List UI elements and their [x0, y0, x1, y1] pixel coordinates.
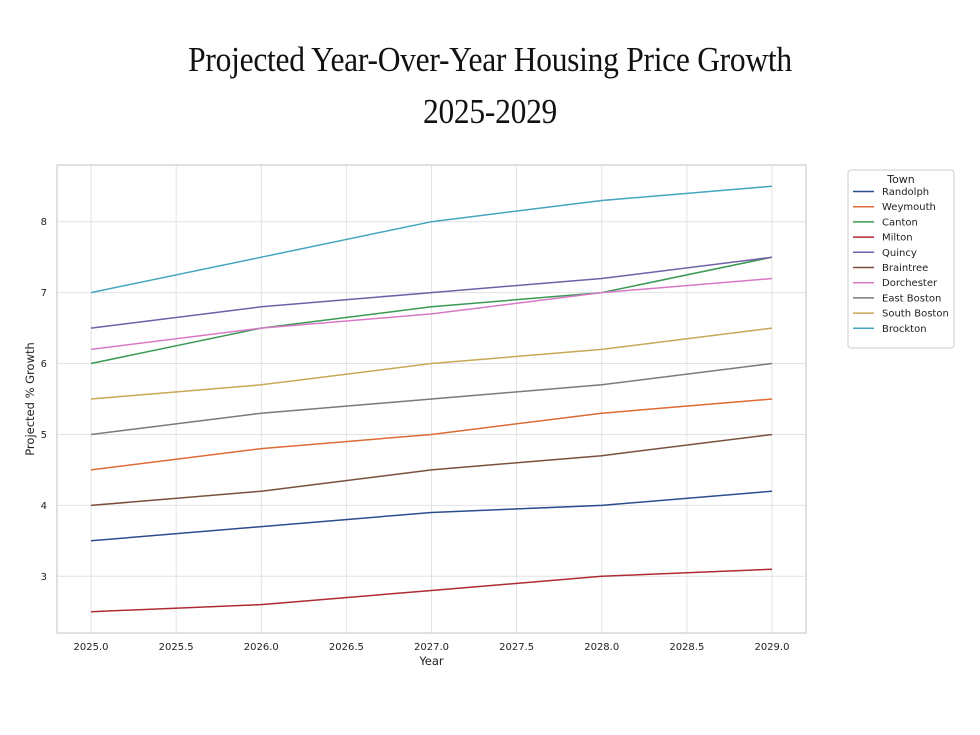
legend-label-braintree: Braintree: [882, 263, 928, 274]
series-line-weymouth: [90, 398, 773, 471]
series-line-braintree: [90, 433, 773, 507]
chart-subtitle: 2025-2029: [422, 92, 558, 131]
x-tick-label: 2026.5: [329, 642, 364, 653]
legend: Town Randolph Weymouth Canton Milton Quincy B…: [847, 169, 955, 349]
legend-label-south-boston: South Boston: [882, 309, 949, 320]
legend-label-canton: Canton: [882, 217, 918, 228]
chart-title: Projected Year-Over-Year Housing Price G…: [188, 40, 792, 79]
y-tick-label: 7: [41, 288, 47, 299]
legend-label-weymouth: Weymouth: [882, 202, 936, 213]
series-line-quincy: [90, 256, 773, 329]
x-tick-label: 2028.0: [584, 642, 619, 653]
legend-label-dorchester: Dorchester: [882, 278, 938, 289]
legend-box: [847, 169, 955, 349]
x-tick-label: 2025.5: [159, 642, 194, 653]
legend-label-brockton: Brockton: [882, 324, 927, 335]
legend-label-quincy: Quincy: [882, 248, 917, 259]
series-line-milton: [90, 568, 773, 613]
series-line-randolph: [90, 490, 773, 542]
series-line-dorchester: [90, 277, 773, 351]
x-tick-label: 2029.0: [754, 642, 789, 653]
y-tick-label: 4: [41, 501, 47, 512]
y-tick-label: 3: [41, 572, 47, 583]
legend-label-milton: Milton: [882, 233, 913, 244]
series-layer: [90, 185, 773, 613]
x-tick-label: 2027.0: [414, 642, 449, 653]
y-tick-label: 6: [41, 359, 47, 370]
y-axis-label: Projected % Growth: [23, 342, 37, 456]
x-tick-label: 2025.0: [74, 642, 109, 653]
x-tick-label: 2027.5: [499, 642, 534, 653]
x-axis-label: Year: [418, 654, 444, 668]
legend-label-randolph: Randolph: [882, 187, 929, 198]
legend-label-east-boston: East Boston: [882, 293, 941, 304]
y-tick-label: 5: [41, 430, 47, 441]
y-tick-label: 8: [41, 217, 47, 228]
plot-frame: [56, 164, 807, 634]
series-line-brockton: [90, 185, 773, 294]
ticks-layer: 2025.0 2025.5 2026.0 2026.5 2027.0 2027.5 2028…: [41, 217, 790, 653]
legend-title: Town: [886, 173, 915, 186]
x-tick-label: 2026.0: [244, 642, 279, 653]
series-line-south-boston: [90, 327, 773, 400]
series-line-canton: [90, 256, 773, 365]
x-tick-label: 2028.5: [669, 642, 704, 653]
series-line-east-boston: [90, 362, 773, 436]
